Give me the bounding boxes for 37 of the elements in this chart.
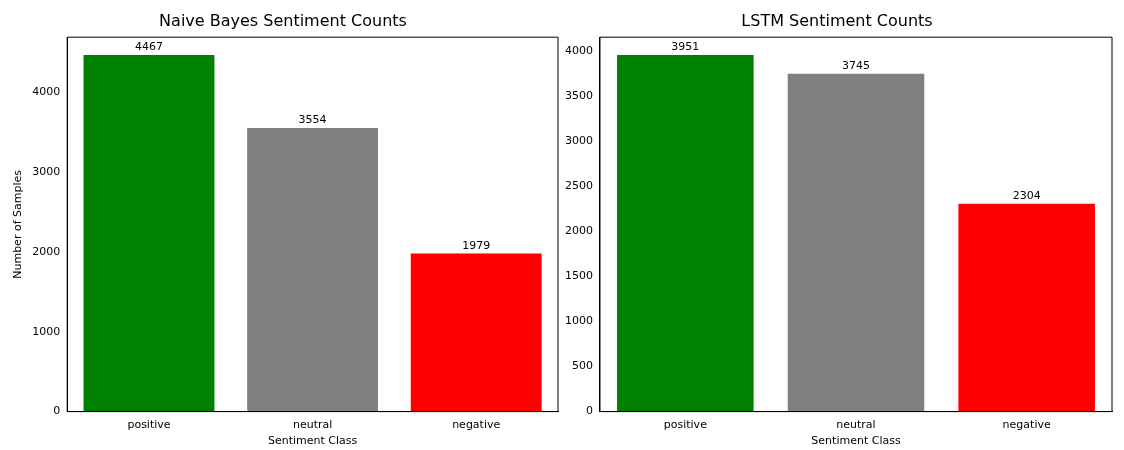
data-label: 4467 [135, 40, 163, 54]
data-label: 3951 [671, 40, 700, 54]
y-tick-label: 3000 [564, 133, 593, 147]
bar [787, 73, 925, 412]
bar [247, 127, 379, 412]
data-label: 3554 [298, 113, 327, 127]
x-tick-label: positive [127, 418, 171, 432]
x-axis-title: Sentiment Class [811, 434, 901, 448]
y-tick-label: 1000 [32, 324, 61, 338]
y-tick-label: 3500 [564, 88, 593, 102]
y-tick-label: 2500 [564, 178, 593, 192]
y-tick-label: 500 [571, 359, 593, 373]
x-tick-label: neutral [836, 418, 876, 432]
chart-title: Naive Bayes Sentiment Counts [159, 10, 407, 30]
y-tick-label: 4000 [32, 85, 61, 99]
x-tick-label: positive [663, 418, 708, 432]
y-axis-title: Number of Samples [11, 169, 25, 279]
y-tick-label: 0 [53, 404, 61, 418]
y-tick-label: 2000 [564, 223, 593, 237]
y-tick-label: 0 [585, 404, 593, 418]
x-tick-label: neutral [292, 418, 333, 432]
bar [410, 253, 542, 412]
bar [83, 55, 215, 412]
data-label: 2304 [1012, 189, 1041, 203]
y-tick-label: 2000 [32, 244, 61, 258]
data-label: 3745 [842, 59, 870, 73]
data-label: 1979 [462, 238, 491, 252]
chart-title: LSTM Sentiment Counts [741, 10, 933, 30]
y-tick-label: 3000 [32, 164, 61, 178]
x-axis-title: Sentiment Class [267, 434, 358, 448]
y-tick-label: 1500 [564, 269, 593, 283]
y-tick-label: 4000 [564, 43, 593, 57]
bar [958, 203, 1095, 412]
x-tick-label: negative [452, 418, 501, 432]
y-tick-label: 1000 [564, 314, 593, 328]
bar [617, 55, 754, 412]
x-tick-label: negative [1002, 418, 1051, 432]
